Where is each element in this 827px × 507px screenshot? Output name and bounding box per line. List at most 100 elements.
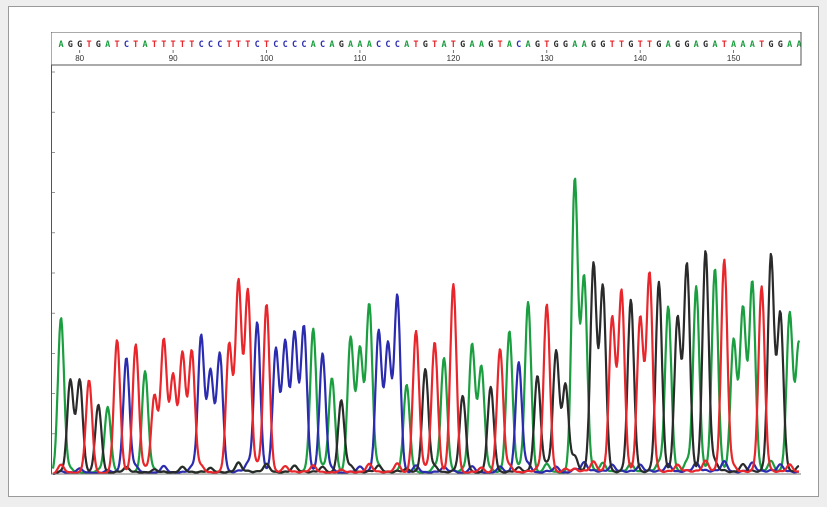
base-call-29: A — [329, 40, 334, 50]
base-call-44: A — [469, 40, 474, 50]
base-call-56: A — [582, 40, 587, 50]
base-call-20: T — [245, 40, 250, 50]
base-call-26: C — [301, 40, 306, 50]
base-call-48: A — [507, 40, 512, 50]
base-call-19: T — [236, 40, 241, 50]
base-call-49: C — [516, 40, 521, 50]
base-call-32: A — [357, 40, 362, 50]
base-call-55: A — [572, 40, 577, 50]
base-call-71: T — [722, 40, 727, 50]
position-label-150: 150 — [727, 54, 741, 63]
trace-G — [52, 250, 800, 475]
base-call-28: C — [320, 40, 325, 50]
base-call-24: C — [283, 40, 288, 50]
base-call-21: C — [255, 40, 260, 50]
traces — [51, 177, 801, 475]
base-call-46: G — [488, 40, 493, 50]
base-call-66: G — [675, 40, 680, 50]
base-call-73: A — [740, 40, 745, 50]
base-call-76: G — [768, 40, 773, 50]
position-label-80: 80 — [75, 54, 84, 63]
base-call-67: G — [684, 40, 689, 50]
base-call-34: C — [376, 40, 381, 50]
base-call-10: T — [152, 40, 157, 50]
base-call-30: G — [339, 40, 344, 50]
base-call-2: G — [77, 40, 82, 50]
base-call-60: T — [619, 40, 624, 50]
base-call-75: T — [759, 40, 764, 50]
base-call-50: A — [526, 40, 531, 50]
position-label-130: 130 — [540, 54, 554, 63]
base-call-15: C — [199, 40, 204, 50]
base-call-57: G — [591, 40, 596, 50]
base-call-9: A — [143, 40, 148, 50]
base-call-64: G — [656, 40, 661, 50]
base-call-63: T — [647, 40, 652, 50]
base-call-16: C — [208, 40, 213, 50]
base-call-79: A — [796, 40, 801, 50]
base-call-41: A — [441, 40, 446, 50]
base-call-13: T — [180, 40, 185, 50]
base-call-53: G — [554, 40, 559, 50]
base-call-0: A — [58, 40, 63, 50]
base-call-52: T — [544, 40, 549, 50]
base-call-11: T — [161, 40, 166, 50]
position-label-90: 90 — [169, 54, 178, 63]
base-call-62: T — [638, 40, 643, 50]
base-call-3: T — [86, 40, 91, 50]
base-call-54: G — [563, 40, 568, 50]
base-call-68: A — [694, 40, 699, 50]
base-call-18: T — [227, 40, 232, 50]
base-call-23: C — [273, 40, 278, 50]
base-call-61: G — [628, 40, 633, 50]
axes — [51, 32, 802, 475]
base-call-69: G — [703, 40, 708, 50]
base-call-38: T — [413, 40, 418, 50]
position-label-100: 100 — [260, 54, 274, 63]
base-call-14: T — [189, 40, 194, 50]
base-call-40: T — [432, 40, 437, 50]
position-label-140: 140 — [634, 54, 648, 63]
base-call-39: G — [423, 40, 428, 50]
base-call-77: G — [778, 40, 783, 50]
base-call-31: A — [348, 40, 353, 50]
base-call-17: C — [217, 40, 222, 50]
base-call-35: C — [385, 40, 390, 50]
base-call-12: T — [171, 40, 176, 50]
trace-C — [52, 293, 800, 475]
base-call-22: T — [264, 40, 269, 50]
base-call-8: T — [133, 40, 138, 50]
base-call-78: A — [787, 40, 792, 50]
sequence-header-box — [51, 32, 802, 66]
base-call-37: A — [404, 40, 409, 50]
base-call-36: C — [395, 40, 400, 50]
base-call-59: T — [610, 40, 615, 50]
base-call-33: A — [367, 40, 372, 50]
trace-T — [52, 258, 800, 475]
position-label-110: 110 — [354, 54, 367, 63]
base-call-65: A — [666, 40, 671, 50]
base-call-27: A — [311, 40, 316, 50]
base-call-72: A — [731, 40, 736, 50]
base-call-25: C — [292, 40, 297, 50]
base-call-70: A — [712, 40, 717, 50]
position-label-120: 120 — [447, 54, 461, 63]
base-call-4: G — [96, 40, 101, 50]
base-call-5: A — [105, 40, 110, 50]
trace-A — [51, 177, 801, 474]
base-call-45: A — [479, 40, 484, 50]
base-call-51: G — [535, 40, 540, 50]
base-call-74: A — [750, 40, 755, 50]
base-call-7: C — [124, 40, 129, 50]
base-call-47: T — [498, 40, 503, 50]
base-call-1: G — [68, 40, 73, 50]
base-call-58: G — [600, 40, 605, 50]
base-call-42: T — [451, 40, 456, 50]
base-call-43: G — [460, 40, 465, 50]
position-labels: 80 90 100 110 120 130 140 150 — [75, 50, 741, 63]
base-call-6: T — [114, 40, 119, 50]
